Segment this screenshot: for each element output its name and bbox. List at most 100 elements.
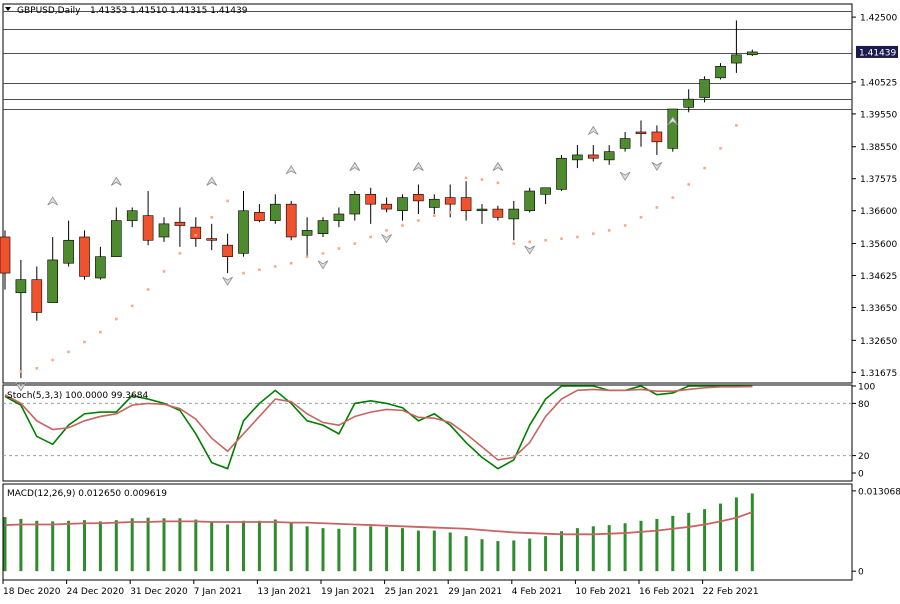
macd-histogram-bar <box>639 520 643 572</box>
sar-dot <box>401 224 404 227</box>
bull-candle <box>508 208 520 220</box>
stoch-levels <box>3 402 852 457</box>
sar-dot <box>496 181 500 185</box>
sar-dot <box>544 238 547 242</box>
macd-histogram-bar <box>719 503 722 572</box>
horizontal-levels <box>3 11 852 110</box>
bull-candle <box>95 256 106 279</box>
macd-histogram-bar <box>146 517 150 572</box>
stoch-tick-label: 20 <box>858 452 870 462</box>
macd-histogram-bar <box>496 541 500 572</box>
macd-tick-label: 0 <box>858 568 864 578</box>
sar-dot <box>130 304 134 308</box>
bull-candle <box>158 223 170 238</box>
bull-candle <box>269 203 281 221</box>
fractal-up-icon <box>285 165 297 175</box>
macd-histogram-bar <box>289 523 293 572</box>
sar-dot <box>210 215 213 219</box>
sar-dot <box>67 350 70 354</box>
time-tick-label: 16 Feb 2021 <box>639 587 695 597</box>
macd-histogram-bar <box>162 518 166 572</box>
stoch-tick-label: 0 <box>858 470 864 480</box>
macd-histogram-bar <box>226 524 230 572</box>
macd-histogram-bar <box>83 520 86 572</box>
sar-dot <box>671 196 675 199</box>
sar-dot <box>242 271 245 275</box>
bull-candle <box>333 213 345 221</box>
macd-histogram-bar <box>734 497 738 572</box>
fractal-down-icon <box>381 234 392 244</box>
macd-axis: 0.013068 0 <box>852 487 900 578</box>
bear-candle <box>206 238 217 241</box>
macd-histogram-bar <box>210 522 214 572</box>
fractals <box>15 115 679 392</box>
sar-dot <box>735 124 738 127</box>
ohlc-label: 1.41353 1.41510 1.41315 1.41439 <box>90 6 248 16</box>
sar-dot <box>576 235 579 239</box>
fractal-up-icon <box>492 161 504 171</box>
fractal-up-icon <box>349 161 361 171</box>
time-tick-label: 25 Jan 2021 <box>385 587 439 597</box>
price-tick-label: 1.35600 <box>860 240 897 250</box>
stoch-title: Stoch(5,3,3) 100.0000 99.3684 <box>7 391 148 401</box>
stoch-axis: 100 80 20 0 <box>852 383 875 480</box>
fractal-down-icon <box>651 161 663 171</box>
fractal-down-icon <box>317 260 329 270</box>
bear-candle <box>444 197 456 205</box>
macd-histogram-bar <box>401 528 404 572</box>
macd-histogram-bar <box>273 519 277 572</box>
stoch-panel-frame <box>2 384 853 482</box>
parabolic-sar <box>19 124 738 373</box>
macd-histogram-bar <box>575 528 579 572</box>
macd-histogram-bar <box>512 540 516 572</box>
macd-histogram-bar <box>671 515 675 572</box>
macd-histogram-bar <box>242 520 245 572</box>
bull-candle <box>476 208 488 212</box>
macd-signal-line <box>4 511 753 536</box>
price-tick-label: 1.34625 <box>860 272 897 282</box>
time-tick-label: 10 Feb 2021 <box>575 587 631 597</box>
sar-dot <box>194 234 198 237</box>
macd-histogram-bar <box>130 518 134 572</box>
macd-histogram-bar <box>321 528 325 572</box>
macd-histogram-bar <box>480 539 484 572</box>
bull-candle <box>746 51 758 56</box>
macd-histogram-bar <box>35 520 39 572</box>
price-tick-label: 1.31675 <box>860 369 897 379</box>
sar-dot <box>321 252 325 255</box>
bull-candle <box>15 279 27 294</box>
macd-histogram-bar <box>448 532 452 572</box>
macd-histogram-bar <box>750 493 754 572</box>
bear-candle <box>31 279 43 313</box>
price-axis: 1.42500 1.40525 1.39550 1.38550 1.37575 1.366… <box>852 14 897 379</box>
macd-histogram-bar <box>114 520 118 572</box>
time-tick-label: 24 Dec 2020 <box>67 587 125 597</box>
bear-candle <box>413 194 424 202</box>
bear-candle <box>365 194 377 205</box>
macd-histogram-bar <box>3 517 7 572</box>
sar-dot <box>385 229 388 232</box>
macd-histogram-bar <box>194 519 198 572</box>
macd-histogram <box>3 493 754 572</box>
macd-histogram-bar <box>19 518 23 572</box>
bear-candle <box>254 212 265 221</box>
sar-dot <box>607 229 611 232</box>
bull-candle <box>619 138 631 149</box>
macd-histogram-bar <box>98 521 102 572</box>
sar-dot <box>146 288 150 291</box>
bear-candle <box>381 203 392 210</box>
macd-histogram-bar <box>464 536 468 572</box>
price-panel-frame <box>2 3 853 384</box>
bear-candle <box>174 221 186 226</box>
time-axis: 18 Dec 2020 24 Dec 2020 31 Dec 2020 7 Jan 2… <box>2 580 759 597</box>
macd-histogram-bar <box>416 530 420 572</box>
bull-candle <box>111 220 122 257</box>
dropdown-triangle-icon[interactable] <box>5 7 11 11</box>
sar-dot <box>417 219 420 222</box>
macd-histogram-bar <box>305 526 309 572</box>
price-tick-label: 1.36600 <box>860 207 897 217</box>
sar-dot <box>369 235 372 239</box>
sar-dot <box>305 255 309 258</box>
